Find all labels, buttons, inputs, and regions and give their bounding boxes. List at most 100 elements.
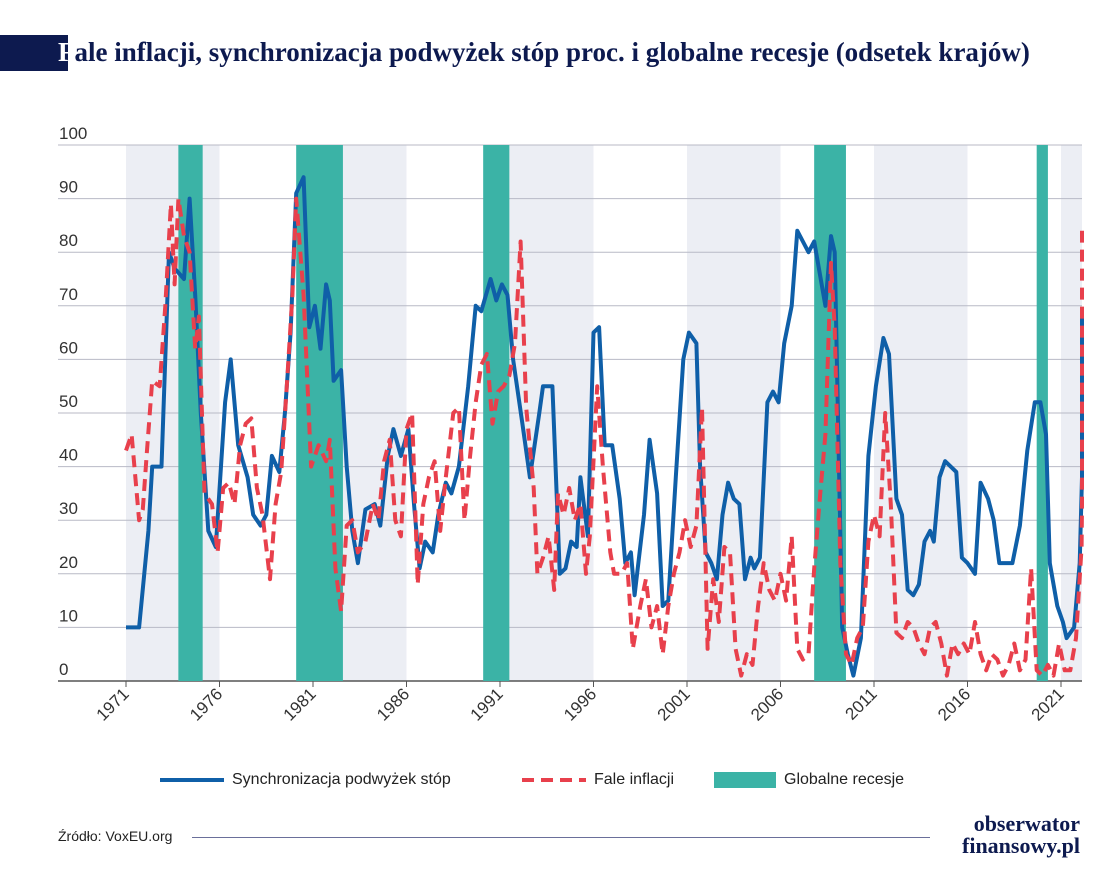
x-tick-label-2011: 2011: [842, 684, 881, 723]
data-point-1-129: [856, 637, 859, 640]
data-point-1-102: [706, 647, 709, 650]
data-point-0-100: [772, 390, 775, 393]
data-point-1-61: [474, 401, 477, 404]
data-point-1-152: [985, 669, 988, 672]
data-point-1-24: [255, 487, 258, 490]
data-point-1-2: [138, 519, 141, 522]
data-point-1-99: [689, 546, 692, 549]
data-point-1-88: [626, 562, 629, 565]
data-point-1-57: [452, 412, 455, 415]
data-point-1-53: [427, 476, 430, 479]
data-point-0-41: [399, 454, 402, 457]
data-point-1-158: [1018, 669, 1021, 672]
data-point-1-6: [158, 385, 161, 388]
data-point-1-64: [491, 422, 494, 425]
data-point-0-38: [379, 524, 382, 527]
y-tick-label-40: 40: [59, 446, 78, 465]
y-tick-label-70: 70: [59, 285, 78, 304]
data-point-1-13: [194, 347, 197, 350]
data-point-1-16: [211, 503, 214, 506]
data-point-0-71: [598, 326, 601, 329]
data-point-0-45: [424, 540, 427, 543]
data-point-0-132: [960, 556, 963, 559]
data-point-0-96: [749, 556, 752, 559]
data-point-1-144: [940, 642, 943, 645]
x-tick-label-1971: 1971: [93, 684, 133, 724]
data-point-1-92: [650, 626, 653, 629]
data-point-1-9: [173, 283, 176, 286]
data-point-1-112: [762, 562, 765, 565]
data-point-1-0: [125, 449, 128, 452]
data-point-1-96: [672, 572, 675, 575]
data-point-1-145: [945, 674, 948, 677]
data-point-1-147: [957, 653, 960, 656]
data-point-0-19: [265, 513, 268, 516]
y-tick-label-0: 0: [59, 660, 68, 679]
data-point-0-51: [467, 385, 470, 388]
data-point-1-11: [183, 235, 186, 238]
data-point-0-56: [500, 283, 503, 286]
data-point-1-20: [233, 503, 236, 506]
data-point-0-29: [325, 283, 328, 286]
data-point-1-81: [585, 572, 588, 575]
data-point-1-47: [394, 519, 397, 522]
data-point-1-143: [934, 621, 937, 624]
data-point-1-65: [497, 390, 500, 393]
data-point-0-130: [949, 465, 952, 468]
data-point-1-116: [785, 599, 788, 602]
data-point-0-86: [695, 342, 698, 345]
y-tick-label-80: 80: [59, 231, 78, 250]
data-point-1-5: [151, 379, 154, 382]
data-point-0-57: [506, 294, 509, 297]
data-point-1-149: [968, 653, 971, 656]
data-point-0-65: [564, 567, 567, 570]
data-point-0-59: [521, 422, 524, 425]
data-point-1-68: [514, 342, 517, 345]
data-point-1-161: [1035, 669, 1038, 672]
data-point-1-156: [1007, 663, 1010, 666]
data-point-1-74: [547, 535, 550, 538]
source-note: Źródło: VoxEU.org: [58, 828, 173, 844]
data-point-0-131: [955, 471, 958, 474]
data-point-1-76: [557, 492, 560, 495]
data-point-1-3: [141, 508, 144, 511]
data-point-1-85: [609, 551, 612, 554]
source-divider: [192, 837, 930, 838]
data-point-0-22: [283, 412, 286, 415]
data-point-0-112: [841, 626, 844, 629]
data-point-1-89: [631, 647, 634, 650]
data-point-1-115: [779, 572, 782, 575]
data-point-0-40: [392, 428, 395, 431]
data-point-0-13: [224, 401, 227, 404]
data-point-0-93: [732, 497, 735, 500]
data-point-0-119: [888, 353, 891, 356]
data-point-1-123: [824, 433, 827, 436]
data-point-0-31: [332, 379, 335, 382]
data-point-0-70: [592, 331, 595, 334]
x-tick-label-2016: 2016: [934, 684, 974, 724]
data-point-0-99: [766, 401, 769, 404]
data-point-1-168: [1075, 637, 1078, 640]
recession-bar-2: [483, 145, 510, 681]
data-point-0-94: [738, 503, 741, 506]
data-point-1-82: [588, 535, 591, 538]
data-point-1-12: [188, 251, 191, 254]
data-point-1-105: [723, 546, 726, 549]
data-point-1-73: [542, 556, 545, 559]
data-point-1-62: [480, 363, 483, 366]
data-point-1-15: [203, 492, 206, 495]
data-point-1-93: [656, 605, 659, 608]
data-point-0-148: [1061, 621, 1064, 624]
data-point-1-118: [796, 647, 799, 650]
data-point-1-133: [878, 535, 881, 538]
data-point-0-3: [151, 465, 154, 468]
data-point-0-68: [579, 476, 582, 479]
legend-label-inflacja: Fale inflacji: [594, 771, 675, 788]
data-point-1-100: [695, 524, 698, 527]
data-point-0-2: [147, 529, 150, 532]
data-point-0-141: [1018, 524, 1021, 527]
data-point-1-80: [579, 503, 582, 506]
data-point-1-164: [1052, 674, 1055, 677]
data-point-1-132: [873, 513, 876, 516]
data-point-0-48: [444, 481, 447, 484]
